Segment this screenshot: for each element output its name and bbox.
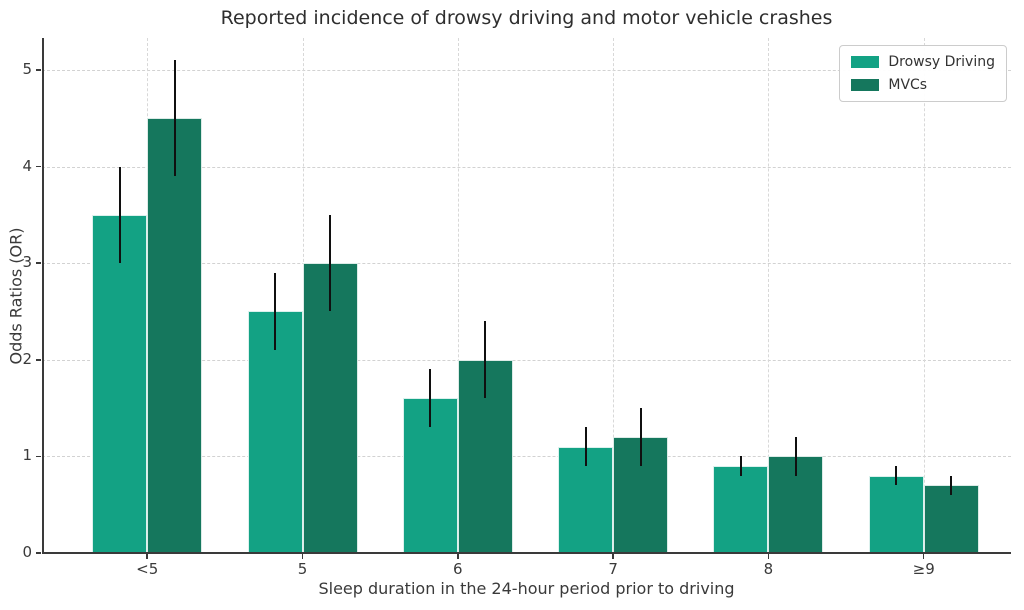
x-tick-label: 7 <box>608 560 618 578</box>
x-tick-label: 8 <box>763 560 774 578</box>
x-tick-label: ≥9 <box>912 560 935 578</box>
x-tick-mark <box>146 554 148 559</box>
y-tick-label: 4 <box>22 156 32 175</box>
error-bar-mvcs-<5 <box>173 60 176 177</box>
bar-drowsy-driving-5 <box>247 311 303 553</box>
bar-mvcs-≥9 <box>923 485 979 553</box>
legend-swatch-mvcs <box>851 79 880 91</box>
bar-drowsy-driving-<5 <box>92 214 148 553</box>
x-tick-mark <box>301 554 304 559</box>
legend: Drowsy Driving MVCs <box>839 45 1007 102</box>
x-tick-label: 6 <box>453 560 463 578</box>
y-tick-mark <box>36 552 41 554</box>
error-bar-mvcs-≥9 <box>950 475 953 495</box>
gridline-horizontal <box>42 166 1011 168</box>
x-tick-label: <5 <box>136 560 159 578</box>
error-bar-drowsy-driving-≥9 <box>895 466 898 486</box>
error-bar-drowsy-driving-8 <box>739 456 743 476</box>
y-tick-label: 1 <box>22 446 32 465</box>
bar-mvcs-5 <box>302 263 358 553</box>
x-tick-mark <box>767 554 770 559</box>
error-bar-mvcs-5 <box>328 214 332 312</box>
gridline-vertical <box>457 38 459 553</box>
error-bar-mvcs-8 <box>794 437 798 476</box>
y-tick-label: 2 <box>22 349 32 368</box>
gridline-vertical <box>923 38 925 553</box>
y-tick-label: 5 <box>22 59 32 78</box>
legend-swatch-drowsy-driving <box>851 56 880 68</box>
error-bar-mvcs-7 <box>639 408 642 467</box>
x-tick-mark <box>457 554 459 559</box>
gridline-vertical <box>613 38 615 553</box>
plot-area: Drowsy Driving MVCs <5 5 6 7 8 ≥9 0 1 2 3 4 5 <box>22 38 1011 578</box>
error-bar-drowsy-driving-6 <box>429 369 432 428</box>
legend-item-mvcs: MVCs <box>851 77 995 93</box>
bar-mvcs-<5 <box>147 118 203 553</box>
legend-label-drowsy-driving: Drowsy Driving <box>888 54 995 70</box>
legend-item-drowsy-driving: Drowsy Driving <box>851 54 995 70</box>
error-bar-drowsy-driving-<5 <box>118 166 121 264</box>
legend-label-mvcs: MVCs <box>888 77 928 93</box>
y-tick-label: 3 <box>22 253 32 272</box>
error-bar-drowsy-driving-7 <box>584 427 587 467</box>
x-axis-spine <box>42 551 1011 554</box>
gridline-horizontal <box>42 359 1011 361</box>
y-tick-label: 0 <box>22 543 32 561</box>
x-axis-label: Sleep duration in the 24-hour period pri… <box>318 579 735 598</box>
y-tick-mark <box>36 165 41 168</box>
chart-title: Reported incidence of drowsy driving and… <box>220 7 833 29</box>
y-tick-mark <box>36 455 41 458</box>
y-axis-spine <box>42 38 44 553</box>
x-tick-mark <box>922 554 925 559</box>
gridline-horizontal <box>42 456 1011 458</box>
gridline-horizontal <box>42 263 1011 265</box>
error-bar-drowsy-driving-5 <box>273 272 277 351</box>
x-tick-mark <box>612 554 614 559</box>
y-tick-mark <box>36 262 41 264</box>
bar-drowsy-driving-8 <box>713 466 769 553</box>
y-tick-mark <box>36 359 41 361</box>
y-axis-label: Odds Ratios (OR) <box>6 227 26 365</box>
x-tick-label: 5 <box>297 560 308 578</box>
gridline-horizontal <box>42 69 1011 71</box>
gridline-vertical <box>768 38 770 553</box>
bar-drowsy-driving-≥9 <box>868 475 924 553</box>
y-tick-mark <box>36 69 41 71</box>
error-bar-mvcs-6 <box>484 321 487 399</box>
